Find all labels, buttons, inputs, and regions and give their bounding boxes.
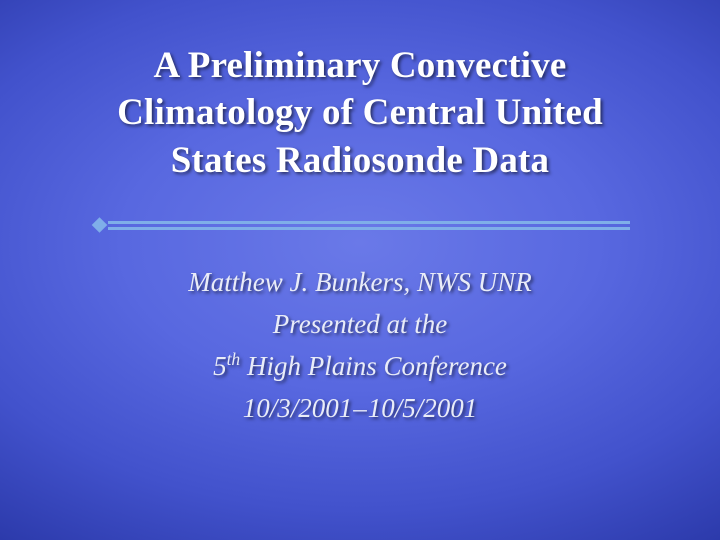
divider	[0, 218, 720, 232]
title-line-1: A Preliminary Convective	[153, 45, 566, 86]
title-slide: A Preliminary Convective Climatology of …	[0, 0, 720, 540]
conference-prefix: 5	[213, 351, 227, 381]
title-line-3: States Radiosonde Data	[171, 140, 550, 181]
author-line: Matthew J. Bunkers, NWS UNR	[188, 262, 531, 304]
divider-ornament	[90, 218, 630, 232]
slide-subtitle: Matthew J. Bunkers, NWS UNR Presented at…	[188, 262, 531, 429]
divider-line-top	[108, 221, 630, 224]
presented-at-line: Presented at the	[188, 304, 531, 346]
date-separator: –	[352, 393, 368, 423]
diamond-icon	[92, 217, 108, 233]
title-line-2: Climatology of Central United	[117, 92, 603, 133]
date-line: 10/3/2001–10/5/2001	[188, 388, 531, 430]
ordinal-superscript: th	[227, 349, 241, 369]
conference-line: 5th High Plains Conference	[188, 346, 531, 388]
conference-suffix: High Plains Conference	[240, 351, 507, 381]
date-start: 10/3/2001	[243, 393, 353, 423]
divider-line-bottom	[108, 227, 630, 230]
date-end: 10/5/2001	[368, 393, 478, 423]
slide-title: A Preliminary Convective Climatology of …	[77, 42, 643, 184]
